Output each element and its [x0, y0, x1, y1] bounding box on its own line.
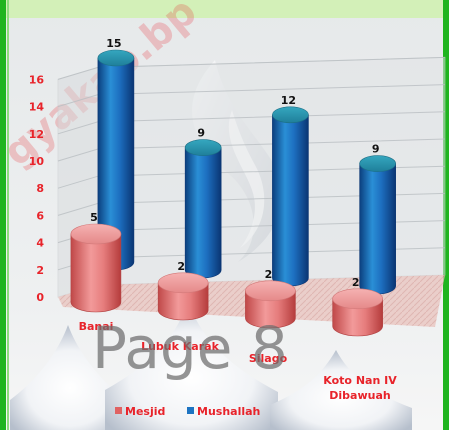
y-tick-label: 14 [29, 101, 45, 114]
dome-left [10, 325, 130, 430]
frame-left [0, 0, 6, 430]
bar-body [184, 147, 222, 279]
legend-swatch-mesjid [115, 407, 122, 414]
bar-body [359, 163, 396, 295]
legend-label-mushallah: Mushallah [197, 405, 260, 418]
bar-body [157, 282, 209, 321]
data-label-mushallah: 9 [197, 127, 205, 140]
bar-top [272, 106, 309, 124]
frame-inner-left [7, 0, 9, 430]
y-tick-label: 16 [29, 73, 45, 86]
x-category-label: Lubuk Karak [141, 340, 219, 353]
bar-top [245, 280, 296, 302]
data-label-mushallah: 9 [372, 143, 380, 156]
bar-mushallah-1 [184, 139, 222, 279]
legend: Mesjid Mushallah [115, 405, 260, 418]
x-category-label: Dibawuah [329, 389, 390, 402]
x-axis: Banai Lubuk Karak Silago Koto Nan IV Dibawua… [79, 320, 398, 402]
frame-right [443, 0, 449, 430]
bar-top [157, 272, 209, 294]
data-label-mesjid: 2 [265, 268, 273, 281]
data-label-mesjid: 5 [90, 211, 98, 224]
header-strip [0, 0, 449, 18]
data-label-mesjid: 2 [352, 276, 360, 289]
bar-body [245, 290, 296, 329]
data-labels-layer: 15 9 12 9 5 2 2 2 [90, 37, 379, 289]
dome-right [270, 350, 412, 430]
y-tick-label: 4 [36, 237, 44, 250]
bar-body [272, 114, 309, 287]
bar-mesjid-1 [157, 272, 209, 321]
y-tick-label: 2 [36, 264, 44, 277]
page-watermark: Page 8 [92, 314, 288, 382]
bar-mushallah-2 [272, 106, 309, 287]
x-category-label: Koto Nan IV [323, 374, 397, 387]
y-tick-label: 12 [29, 128, 44, 141]
bar-top [97, 49, 135, 67]
bar-mesjid-3 [332, 288, 383, 337]
data-label-mesjid: 2 [177, 260, 185, 273]
y-tick-label: 8 [36, 182, 44, 195]
data-label-mushallah: 12 [281, 94, 296, 107]
bar-mushallah-0 [97, 49, 135, 271]
bar-body [70, 233, 122, 313]
bar-body [332, 298, 383, 337]
bar-top [332, 288, 383, 310]
bar-top [184, 139, 222, 156]
bar-mesjid-0 [70, 223, 122, 313]
dome-center [105, 300, 278, 430]
data-label-mushallah: 15 [106, 37, 121, 50]
bar-mushallah-3 [359, 155, 396, 295]
y-tick-label: 6 [36, 209, 44, 222]
legend-label-mesjid: Mesjid [125, 405, 165, 418]
y-axis: 0 2 4 6 8 10 12 14 16 [29, 73, 45, 304]
legend-swatch-mushallah [187, 407, 194, 414]
y-tick-label: 10 [29, 155, 45, 168]
bar-top [70, 223, 122, 245]
x-category-label: Banai [79, 320, 114, 333]
y-tick-label: 0 [36, 291, 44, 304]
bar-mesjid-2 [245, 280, 296, 329]
x-category-label: Silago [249, 352, 288, 365]
bar-top [359, 155, 396, 172]
bars-layer [70, 49, 396, 337]
